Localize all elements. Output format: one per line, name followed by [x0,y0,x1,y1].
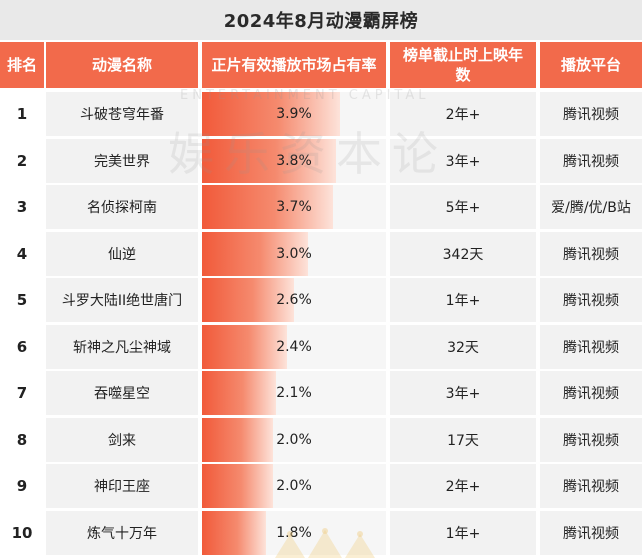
table-row: 3 名侦探柯南 3.7% 5年+ 爱/腾/优/B站 [0,185,642,229]
market-share-bar [202,185,333,229]
table-row: 1 斗破苍穹年番 3.9% 2年+ 腾讯视频 [0,92,642,136]
rank-cell: 2 [16,151,28,170]
market-share-bar [202,510,266,555]
platform-cell: 腾讯视频 [540,92,642,136]
rank-cell: 3 [16,198,28,216]
platform-cell: 腾讯视频 [540,510,642,555]
anime-name-cell: 吞噬星空 [46,371,198,415]
page-title: 2024年8月动漫霸屏榜 [0,0,642,40]
anime-name-cell: 神印王座 [46,464,198,508]
anime-name-cell: 斩神之凡尘神域 [46,324,198,369]
platform-cell: 腾讯视频 [540,417,642,462]
platform-cell: 腾讯视频 [540,371,642,415]
anime-name-cell: 斗罗大陆II绝世唐门 [46,278,198,322]
years-showing-cell: 3年+ [390,138,536,183]
years-showing-cell: 32天 [390,324,536,369]
market-share-cell: 3.8% [202,138,386,183]
header-market-share: 正片有效播放市场占有率 [202,42,386,88]
rank-cell: 7 [16,384,28,402]
platform-cell: 腾讯视频 [540,464,642,508]
table-row: 2 完美世界 3.8% 3年+ 腾讯视频 [0,138,642,183]
market-share-bar [202,417,273,462]
market-share-bar [202,138,336,183]
market-share-cell: 2.4% [202,324,386,369]
market-share-value: 3.8% [276,152,312,169]
platform-cell: 爱/腾/优/B站 [540,185,642,229]
rank-cell: 10 [11,523,33,542]
years-showing-cell: 3年+ [390,371,536,415]
anime-name-cell: 名侦探柯南 [46,185,198,229]
market-share-cell: 2.1% [202,371,386,415]
rank-cell: 1 [16,105,28,123]
anime-name-cell: 完美世界 [46,138,198,183]
market-share-cell: 3.9% [202,92,386,136]
table-row: 5 斗罗大陆II绝世唐门 2.6% 1年+ 腾讯视频 [0,278,642,322]
market-share-cell: 1.8% [202,510,386,555]
platform-cell: 腾讯视频 [540,138,642,183]
market-share-value: 2.1% [276,385,312,401]
market-share-bar [202,371,276,415]
market-share-value: 2.6% [276,292,312,308]
years-showing-cell: 17天 [390,417,536,462]
years-showing-cell: 2年+ [390,92,536,136]
header-years-showing: 榜单截止时上映年数 [390,42,536,88]
table-row: 8 剑来 2.0% 17天 腾讯视频 [0,417,642,462]
years-showing-cell: 1年+ [390,510,536,555]
market-share-bar [202,92,340,136]
market-share-value: 1.8% [276,524,312,541]
table-row: 9 神印王座 2.0% 2年+ 腾讯视频 [0,464,642,508]
market-share-bar [202,324,287,369]
years-showing-cell: 342天 [390,231,536,276]
header-rank: 排名 [0,42,44,88]
market-share-value: 3.7% [276,199,312,215]
anime-name-cell: 仙逆 [46,231,198,276]
platform-cell: 腾讯视频 [540,278,642,322]
rank-cell: 9 [16,477,28,495]
market-share-bar [202,278,294,322]
table-header: 排名 动漫名称 正片有效播放市场占有率 榜单截止时上映年数 播放平台 [0,42,642,88]
table-row: 6 斩神之凡尘神域 2.4% 32天 腾讯视频 [0,324,642,369]
market-share-value: 2.4% [276,338,312,355]
rank-cell: 4 [16,244,28,263]
market-share-cell: 2.0% [202,417,386,462]
years-showing-cell: 2年+ [390,464,536,508]
market-share-cell: 3.7% [202,185,386,229]
market-share-bar [202,464,273,508]
anime-name-cell: 炼气十万年 [46,510,198,555]
market-share-value: 3.9% [276,106,312,122]
anime-name-cell: 剑来 [46,417,198,462]
table-row: 10 炼气十万年 1.8% 1年+ 腾讯视频 [0,510,642,555]
platform-cell: 腾讯视频 [540,231,642,276]
market-share-cell: 2.0% [202,464,386,508]
rank-cell: 5 [16,291,28,309]
table-row: 4 仙逆 3.0% 342天 腾讯视频 [0,231,642,276]
header-anime-name: 动漫名称 [46,42,198,88]
market-share-value: 3.0% [276,245,312,262]
market-share-bar [202,231,308,276]
rank-cell: 8 [16,430,28,449]
market-share-value: 2.0% [276,478,312,494]
years-showing-cell: 1年+ [390,278,536,322]
anime-name-cell: 斗破苍穹年番 [46,92,198,136]
years-showing-cell: 5年+ [390,185,536,229]
platform-cell: 腾讯视频 [540,324,642,369]
market-share-value: 2.0% [276,431,312,448]
market-share-cell: 2.6% [202,278,386,322]
market-share-cell: 3.0% [202,231,386,276]
header-platform: 播放平台 [540,42,642,88]
table-row: 7 吞噬星空 2.1% 3年+ 腾讯视频 [0,371,642,415]
rank-cell: 6 [16,337,28,356]
